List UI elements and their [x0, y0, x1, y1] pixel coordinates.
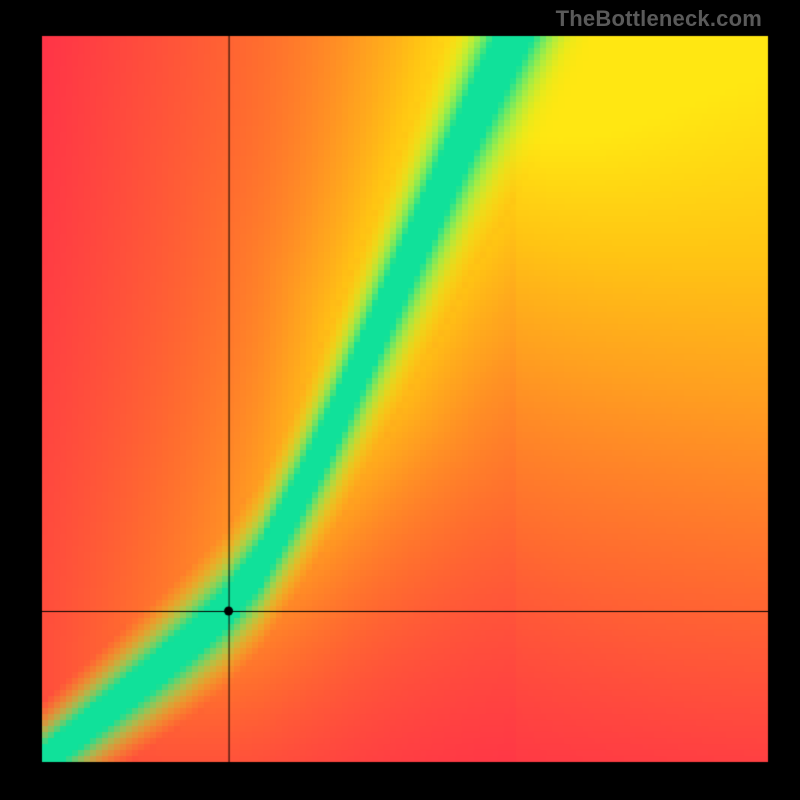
bottleneck-heatmap [0, 0, 800, 800]
watermark-text: TheBottleneck.com [556, 6, 762, 32]
chart-container: { "canvas": { "width": 800, "height": 80… [0, 0, 800, 800]
